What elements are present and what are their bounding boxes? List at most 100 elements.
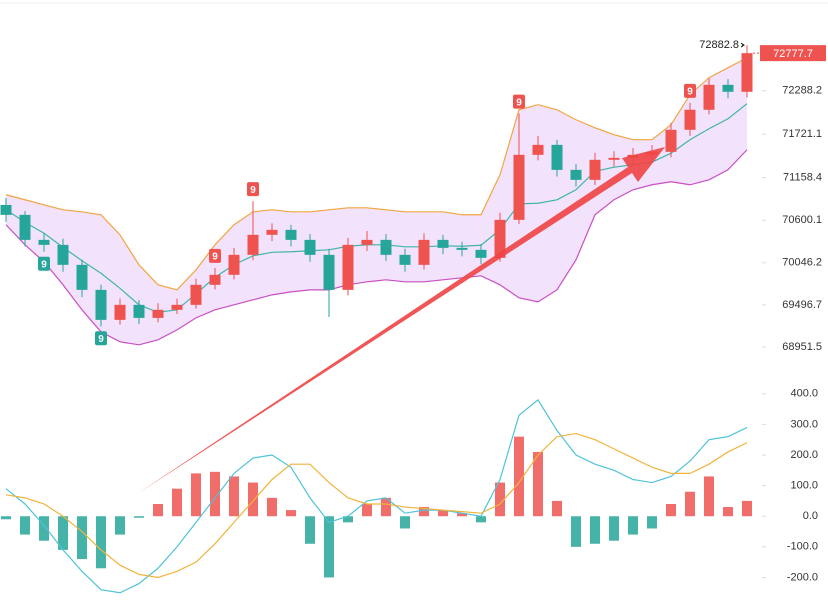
macd-bar — [514, 436, 524, 517]
macd-bar — [590, 516, 600, 544]
y-tick-label: 0.0 — [803, 510, 818, 522]
candle-body — [133, 304, 145, 318]
macd-bar — [77, 516, 87, 560]
candle-body — [95, 289, 107, 320]
candle-body — [342, 244, 354, 290]
candle-body — [570, 169, 582, 180]
candle-body — [152, 309, 164, 318]
macd-bar — [362, 503, 372, 517]
macd-bar — [20, 516, 30, 535]
macd-bar — [96, 516, 106, 569]
macd-bar — [438, 510, 448, 517]
candle-body — [114, 304, 126, 320]
candle-body — [418, 239, 430, 265]
candle-body — [228, 254, 240, 275]
y-tick-label: 400.0 — [790, 388, 818, 400]
macd-bar — [248, 482, 258, 517]
candle-body — [304, 239, 316, 255]
band-fill — [6, 57, 747, 345]
macd-bar — [400, 516, 410, 529]
last-price-tag — [760, 45, 826, 62]
macd-bar — [210, 471, 220, 517]
macd-bar — [476, 516, 486, 523]
macd-bar — [666, 503, 676, 517]
candle-body — [361, 239, 373, 245]
macd-bar — [286, 510, 296, 517]
high-pointer — [740, 42, 745, 48]
y-tick-label: 100.0 — [790, 480, 818, 492]
trend-arrow — [137, 147, 665, 494]
y-tick-label: -200.0 — [787, 571, 818, 583]
candle-body — [209, 274, 221, 285]
td-badge — [247, 182, 259, 197]
macd-bar — [115, 516, 125, 535]
candle-body — [456, 247, 468, 250]
candle-body — [665, 129, 677, 152]
macd-bar — [647, 516, 657, 529]
candle-body — [76, 264, 88, 290]
macd-bar — [343, 516, 353, 523]
candle-body — [722, 84, 734, 92]
macd-bar — [1, 516, 11, 520]
candle-body — [608, 157, 620, 160]
candle-body — [551, 144, 563, 170]
macd-bar — [134, 516, 144, 518]
candle-body — [513, 154, 525, 220]
y-tick-label: 200.0 — [790, 449, 818, 461]
macd-bar — [381, 497, 391, 517]
macd-bar — [723, 507, 733, 517]
macd-bar — [609, 516, 619, 541]
macd-bar — [552, 500, 562, 517]
candle-body — [494, 219, 506, 258]
macd-bar — [172, 488, 182, 517]
td-badge — [209, 248, 221, 263]
candle-body — [380, 239, 392, 255]
macd-bar — [58, 516, 68, 550]
candle-body — [285, 229, 297, 240]
macd-dif — [5, 399, 748, 594]
candle-body — [741, 53, 753, 92]
td-label: 9 — [41, 259, 47, 270]
td-badge — [684, 83, 696, 98]
candle-body — [266, 229, 278, 235]
candle-body — [57, 244, 69, 265]
td-label: 9 — [516, 97, 522, 108]
band-upper — [5, 57, 748, 291]
y-tick-label: 300.0 — [790, 418, 818, 430]
macd-bar — [533, 451, 543, 517]
td-label: 9 — [687, 87, 693, 98]
macd-bar — [39, 516, 49, 541]
macd-bar — [191, 473, 201, 517]
y-tick-label: 71721.1 — [782, 128, 822, 140]
band-lower — [5, 149, 748, 346]
y-tick-label: 71158.4 — [783, 171, 822, 183]
candle-body — [589, 159, 601, 180]
y-tick-label: 70046.2 — [782, 257, 822, 269]
price-pane: 9 9 9 9 9 9 72288.2 71721.1 71158.4 70600.1 70046.… — [0, 45, 822, 353]
macd-bar — [457, 513, 467, 517]
td-label: 9 — [98, 334, 104, 345]
macd-bar — [229, 476, 239, 517]
candle-body — [399, 254, 411, 265]
candle-body — [171, 304, 183, 310]
candle-body — [684, 109, 696, 130]
last-price-label: 72777.7 — [773, 48, 813, 60]
macd-bar — [704, 476, 714, 517]
band-middle — [5, 103, 748, 313]
candle-body — [19, 214, 31, 240]
macd-bar — [305, 516, 315, 544]
macd-bar — [571, 516, 581, 547]
candle-body — [247, 234, 259, 255]
td-badge — [513, 94, 525, 109]
candle-body — [190, 284, 202, 305]
candle-body — [703, 84, 715, 110]
high-label: 72882.8 — [699, 39, 739, 51]
y-tick-label: 68951.5 — [782, 341, 822, 353]
candle-body — [475, 249, 487, 258]
macd-pane: 400.0 300.0 200.0 100.0 0.0 -100.0 -200.0 — [1, 388, 818, 594]
macd-bar — [267, 497, 277, 517]
macd-bar — [685, 491, 695, 517]
y-tick-label: 69496.7 — [782, 299, 822, 311]
macd-bar — [628, 516, 638, 535]
